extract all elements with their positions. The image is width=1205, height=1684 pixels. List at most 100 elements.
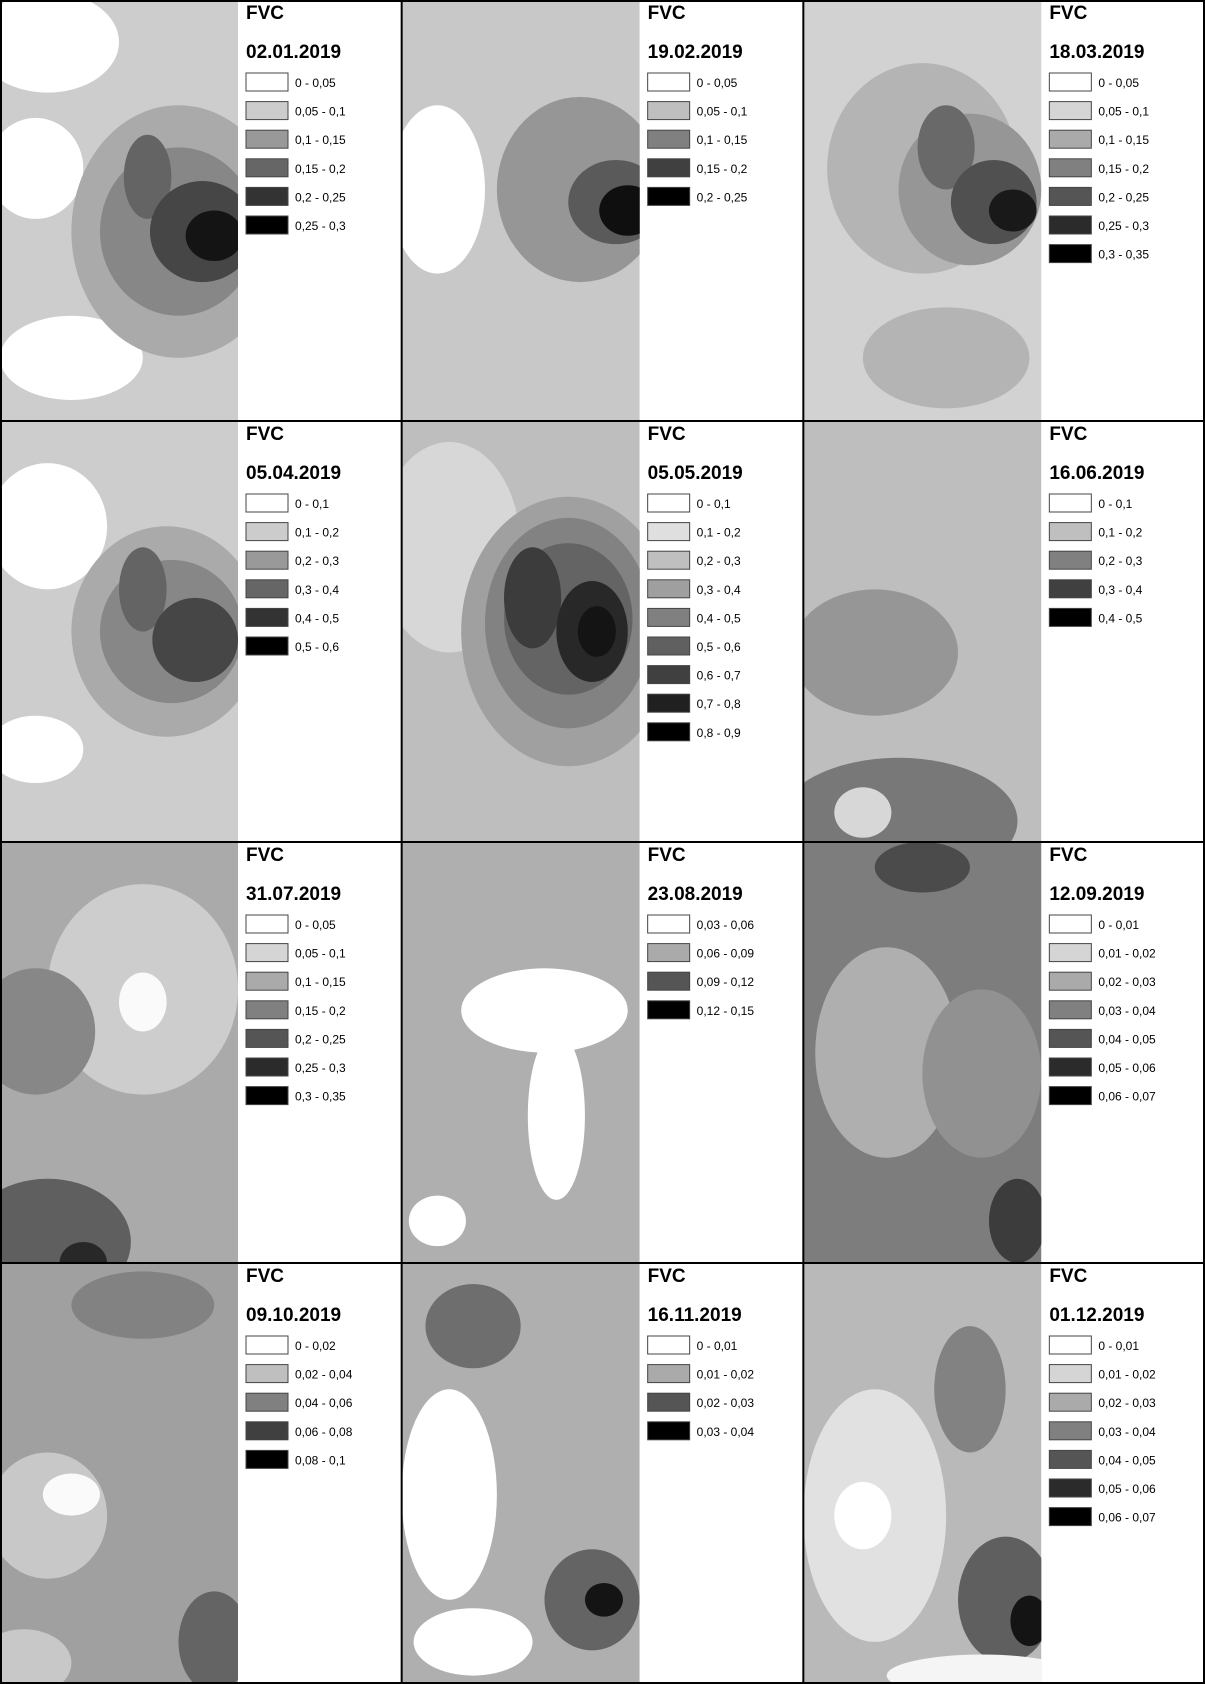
legend-label: 0,2 - 0,3 [1098, 554, 1142, 568]
map-region [186, 211, 243, 262]
legend-label: 0 - 0,05 [295, 76, 336, 90]
legend-date: 05.04.2019 [246, 463, 341, 484]
map-region [1010, 1596, 1048, 1647]
legend-label: 0,1 - 0,15 [1098, 133, 1149, 147]
map [803, 1263, 1077, 1684]
legend-label: 0 - 0,05 [697, 76, 738, 90]
map-region [152, 598, 238, 682]
legend-label: 0 - 0,1 [295, 497, 329, 511]
map [402, 1263, 640, 1684]
legend-label: 0 - 0,01 [697, 1339, 738, 1353]
legend-label: 0,3 - 0,4 [1098, 583, 1142, 597]
legend-swatch [1049, 102, 1091, 120]
map-region [409, 1196, 466, 1247]
legend-label: 0,8 - 0,9 [697, 726, 741, 740]
legend-swatch [1049, 1336, 1091, 1354]
legend-label: 0,2 - 0,25 [697, 190, 748, 204]
legend-label: 0,15 - 0,2 [295, 1004, 346, 1018]
legend-label: 0 - 0,05 [295, 918, 336, 932]
legend-label: 0,03 - 0,04 [697, 1425, 755, 1439]
legend-label: 0,05 - 0,06 [1098, 1061, 1156, 1075]
legend-swatch [648, 580, 690, 598]
legend-swatch [648, 551, 690, 569]
map-region [504, 547, 561, 648]
legend-label: 0,3 - 0,4 [295, 583, 339, 597]
legend-swatch [648, 972, 690, 990]
legend-swatch [648, 494, 690, 512]
legend-swatch [246, 130, 288, 148]
legend-swatch [1049, 1450, 1091, 1468]
legend-swatch [1049, 1001, 1091, 1019]
map [0, 421, 262, 842]
legend-swatch [246, 494, 288, 512]
legend-label: 0,15 - 0,2 [1098, 162, 1149, 176]
legend-label: 0,12 - 0,15 [697, 1004, 755, 1018]
legend-label: 0,06 - 0,08 [295, 1425, 353, 1439]
legend-title: FVC [1049, 845, 1087, 866]
legend-label: 0,5 - 0,6 [697, 640, 741, 654]
legend-label: 0,3 - 0,35 [1098, 248, 1149, 262]
legend-swatch [1049, 1087, 1091, 1105]
legend-label: 0,2 - 0,25 [1098, 190, 1149, 204]
legend-swatch [1049, 1029, 1091, 1047]
legend-title: FVC [648, 1266, 686, 1287]
legend-swatch [648, 666, 690, 684]
legend-label: 0,02 - 0,04 [295, 1368, 353, 1382]
map-region [119, 973, 167, 1032]
legend-label: 0,05 - 0,06 [1098, 1482, 1156, 1496]
legend-swatch [246, 1087, 288, 1105]
legend-label: 0,01 - 0,02 [1098, 1368, 1156, 1382]
legend-swatch [246, 1336, 288, 1354]
legend-label: 0,04 - 0,05 [1098, 1032, 1156, 1046]
legend-swatch [1049, 580, 1091, 598]
legend-swatch [246, 637, 288, 655]
legend-label: 0 - 0,1 [697, 497, 731, 511]
legend-swatch [1049, 523, 1091, 541]
map [390, 0, 664, 421]
legend-swatch [1049, 1365, 1091, 1383]
legend-swatch [246, 523, 288, 541]
legend-label: 0,01 - 0,02 [697, 1368, 755, 1382]
map [803, 0, 1041, 421]
legend-label: 0,2 - 0,25 [295, 1032, 346, 1046]
legend-title: FVC [1049, 3, 1087, 24]
legend-label: 0,1 - 0,15 [295, 975, 346, 989]
legend-label: 0,02 - 0,03 [1098, 975, 1156, 989]
legend-label: 0,05 - 0,1 [295, 105, 346, 119]
map [378, 421, 675, 842]
legend-swatch [648, 1365, 690, 1383]
legend-label: 0 - 0,05 [1098, 76, 1139, 90]
legend-label: 0,04 - 0,06 [295, 1396, 353, 1410]
map-region [528, 1031, 585, 1199]
legend-label: 0,15 - 0,2 [295, 162, 346, 176]
panel: FVC01.12.20190 - 0,010,01 - 0,020,02 - 0… [803, 1263, 1156, 1684]
legend-swatch [246, 102, 288, 120]
legend-date: 05.05.2019 [648, 463, 743, 484]
legend-swatch [246, 551, 288, 569]
legend-swatch [246, 159, 288, 177]
legend-title: FVC [648, 3, 686, 24]
map-region [390, 105, 485, 273]
map-region [71, 1271, 214, 1338]
legend-label: 0,03 - 0,04 [1098, 1004, 1156, 1018]
legend-label: 0,5 - 0,6 [295, 640, 339, 654]
map [402, 842, 640, 1263]
legend-title: FVC [246, 1266, 284, 1287]
legend-date: 09.10.2019 [246, 1305, 341, 1326]
legend-label: 0,4 - 0,5 [1098, 611, 1142, 625]
legend-label: 0,06 - 0,07 [1098, 1511, 1156, 1525]
legend-swatch [648, 944, 690, 962]
legend-label: 0,2 - 0,3 [295, 554, 339, 568]
legend-swatch [246, 1393, 288, 1411]
legend-title: FVC [246, 424, 284, 445]
panel: FVC05.04.20190 - 0,10,1 - 0,20,2 - 0,30,… [0, 421, 341, 842]
legend-swatch [1049, 915, 1091, 933]
legend-label: 0 - 0,01 [1098, 918, 1139, 932]
figure: FVC02.01.20190 - 0,050,05 - 0,10,1 - 0,1… [0, 0, 1205, 1684]
legend-swatch [648, 102, 690, 120]
legend-swatch [1049, 245, 1091, 263]
legend-label: 0,6 - 0,7 [697, 669, 741, 683]
